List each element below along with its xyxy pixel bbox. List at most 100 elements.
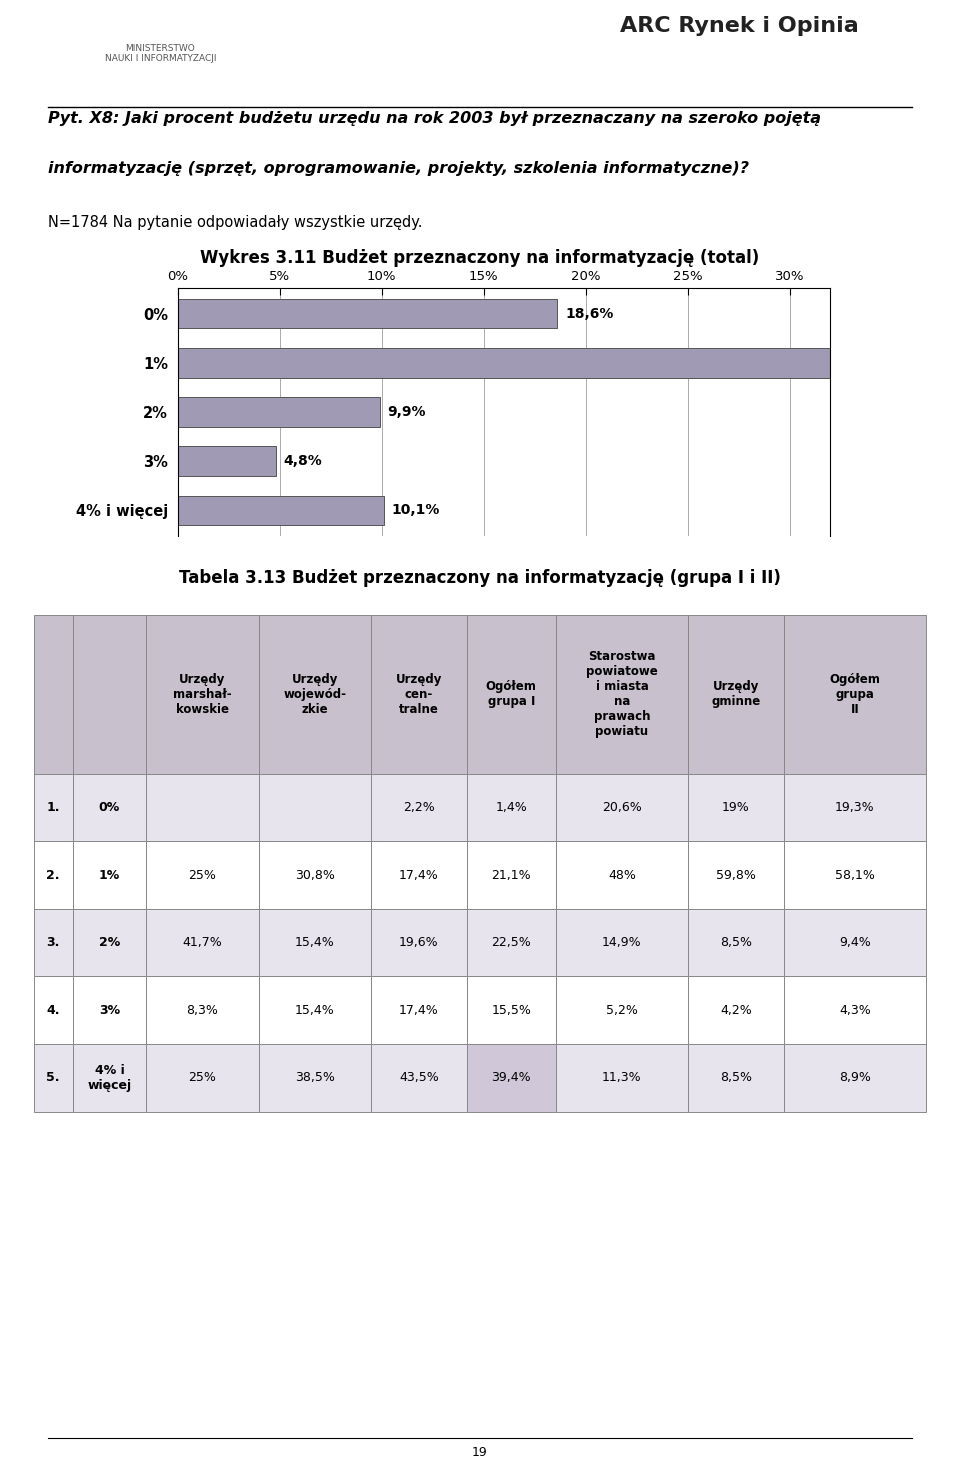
FancyBboxPatch shape — [146, 1043, 258, 1112]
FancyBboxPatch shape — [34, 842, 73, 908]
Text: 11,3%: 11,3% — [602, 1071, 642, 1085]
Text: 4,3%: 4,3% — [839, 1003, 871, 1017]
FancyBboxPatch shape — [34, 615, 73, 774]
Text: 9,4%: 9,4% — [839, 937, 871, 948]
FancyBboxPatch shape — [783, 1043, 926, 1112]
Text: 8,9%: 8,9% — [839, 1071, 871, 1085]
Text: 25%: 25% — [188, 868, 216, 882]
FancyBboxPatch shape — [556, 615, 688, 774]
FancyBboxPatch shape — [73, 842, 146, 908]
FancyBboxPatch shape — [372, 1043, 467, 1112]
Bar — [178, 348, 960, 378]
Text: 20,6%: 20,6% — [602, 802, 642, 814]
Text: 17,4%: 17,4% — [399, 868, 439, 882]
FancyBboxPatch shape — [146, 908, 258, 977]
Text: 8,5%: 8,5% — [720, 1071, 752, 1085]
Text: Ogółem
grupa I: Ogółem grupa I — [486, 680, 537, 708]
FancyBboxPatch shape — [258, 615, 372, 774]
FancyBboxPatch shape — [372, 615, 467, 774]
Text: Starostwa
powiatowe
i miasta
na
prawach
powiatu: Starostwa powiatowe i miasta na prawach … — [587, 651, 658, 738]
Text: 25%: 25% — [188, 1071, 216, 1085]
Text: 39,4%: 39,4% — [492, 1071, 531, 1085]
FancyBboxPatch shape — [372, 908, 467, 977]
Text: 3.: 3. — [46, 937, 60, 948]
FancyBboxPatch shape — [467, 615, 556, 774]
Text: 19%: 19% — [722, 802, 750, 814]
FancyBboxPatch shape — [73, 1043, 146, 1112]
Text: ARC Rynek i Opinia: ARC Rynek i Opinia — [620, 16, 858, 37]
Text: Pyt. X8: Jaki procent budżetu urzędu na rok 2003 był przeznaczany na szeroko poj: Pyt. X8: Jaki procent budżetu urzędu na … — [48, 111, 821, 126]
Text: 8,5%: 8,5% — [720, 937, 752, 948]
Bar — [178, 397, 379, 427]
Text: Ogółem
grupa
II: Ogółem grupa II — [829, 673, 880, 716]
FancyBboxPatch shape — [372, 842, 467, 908]
Text: 2.: 2. — [46, 868, 60, 882]
Text: 3%: 3% — [99, 1003, 120, 1017]
Text: 1%: 1% — [99, 868, 120, 882]
Text: Tabela 3.13 Budżet przeznaczony na informatyzację (grupa I i II): Tabela 3.13 Budżet przeznaczony na infor… — [180, 569, 780, 587]
Text: 2%: 2% — [99, 937, 120, 948]
Text: 1,4%: 1,4% — [495, 802, 527, 814]
FancyBboxPatch shape — [467, 977, 556, 1043]
Text: 5.: 5. — [46, 1071, 60, 1085]
FancyBboxPatch shape — [34, 774, 73, 842]
FancyBboxPatch shape — [783, 774, 926, 842]
Text: 2,2%: 2,2% — [403, 802, 435, 814]
FancyBboxPatch shape — [556, 977, 688, 1043]
FancyBboxPatch shape — [258, 842, 372, 908]
Text: 4.: 4. — [46, 1003, 60, 1017]
Text: N=1784 Na pytanie odpowiadały wszystkie urzędy.: N=1784 Na pytanie odpowiadały wszystkie … — [48, 215, 422, 231]
FancyBboxPatch shape — [467, 842, 556, 908]
FancyBboxPatch shape — [34, 1043, 73, 1112]
Text: 15,4%: 15,4% — [295, 937, 335, 948]
Bar — [178, 446, 276, 476]
Text: 17,4%: 17,4% — [399, 1003, 439, 1017]
Text: 9,9%: 9,9% — [388, 405, 426, 419]
Text: 22,5%: 22,5% — [492, 937, 531, 948]
FancyBboxPatch shape — [372, 774, 467, 842]
Text: 18,6%: 18,6% — [565, 307, 613, 320]
FancyBboxPatch shape — [688, 774, 783, 842]
Text: 5,2%: 5,2% — [606, 1003, 637, 1017]
FancyBboxPatch shape — [73, 908, 146, 977]
FancyBboxPatch shape — [783, 908, 926, 977]
Text: 30,8%: 30,8% — [295, 868, 335, 882]
Text: Urzędy
gminne: Urzędy gminne — [711, 680, 760, 708]
FancyBboxPatch shape — [467, 908, 556, 977]
Text: 8,3%: 8,3% — [186, 1003, 218, 1017]
FancyBboxPatch shape — [467, 1043, 556, 1112]
Text: 38,5%: 38,5% — [295, 1071, 335, 1085]
FancyBboxPatch shape — [258, 774, 372, 842]
Text: 15,5%: 15,5% — [492, 1003, 531, 1017]
Text: 4,2%: 4,2% — [720, 1003, 752, 1017]
Text: Urzędy
wojewód-
zkie: Urzędy wojewód- zkie — [283, 673, 347, 716]
FancyBboxPatch shape — [258, 908, 372, 977]
FancyBboxPatch shape — [783, 842, 926, 908]
FancyBboxPatch shape — [556, 1043, 688, 1112]
FancyBboxPatch shape — [258, 1043, 372, 1112]
FancyBboxPatch shape — [556, 908, 688, 977]
FancyBboxPatch shape — [73, 977, 146, 1043]
Text: 59,8%: 59,8% — [716, 868, 756, 882]
Text: MINISTERSTWO
NAUKI I INFORMATYZACJI: MINISTERSTWO NAUKI I INFORMATYZACJI — [105, 44, 216, 64]
Bar — [178, 495, 384, 525]
Text: 10,1%: 10,1% — [392, 504, 441, 517]
FancyBboxPatch shape — [556, 842, 688, 908]
Text: 58,1%: 58,1% — [835, 868, 875, 882]
Text: 1.: 1. — [46, 802, 60, 814]
FancyBboxPatch shape — [783, 615, 926, 774]
Bar — [178, 299, 557, 329]
Text: 21,1%: 21,1% — [492, 868, 531, 882]
Text: 4,8%: 4,8% — [284, 453, 323, 468]
FancyBboxPatch shape — [372, 977, 467, 1043]
FancyBboxPatch shape — [146, 842, 258, 908]
Text: 15,4%: 15,4% — [295, 1003, 335, 1017]
FancyBboxPatch shape — [688, 615, 783, 774]
Text: 41,7%: 41,7% — [182, 937, 222, 948]
FancyBboxPatch shape — [146, 615, 258, 774]
Text: Urzędy
marshał-
kowskie: Urzędy marshał- kowskie — [173, 673, 231, 716]
FancyBboxPatch shape — [467, 774, 556, 842]
FancyBboxPatch shape — [556, 774, 688, 842]
Text: Wykres 3.11 Budżet przeznaczony na informatyzację (total): Wykres 3.11 Budżet przeznaczony na infor… — [201, 249, 759, 267]
FancyBboxPatch shape — [73, 615, 146, 774]
